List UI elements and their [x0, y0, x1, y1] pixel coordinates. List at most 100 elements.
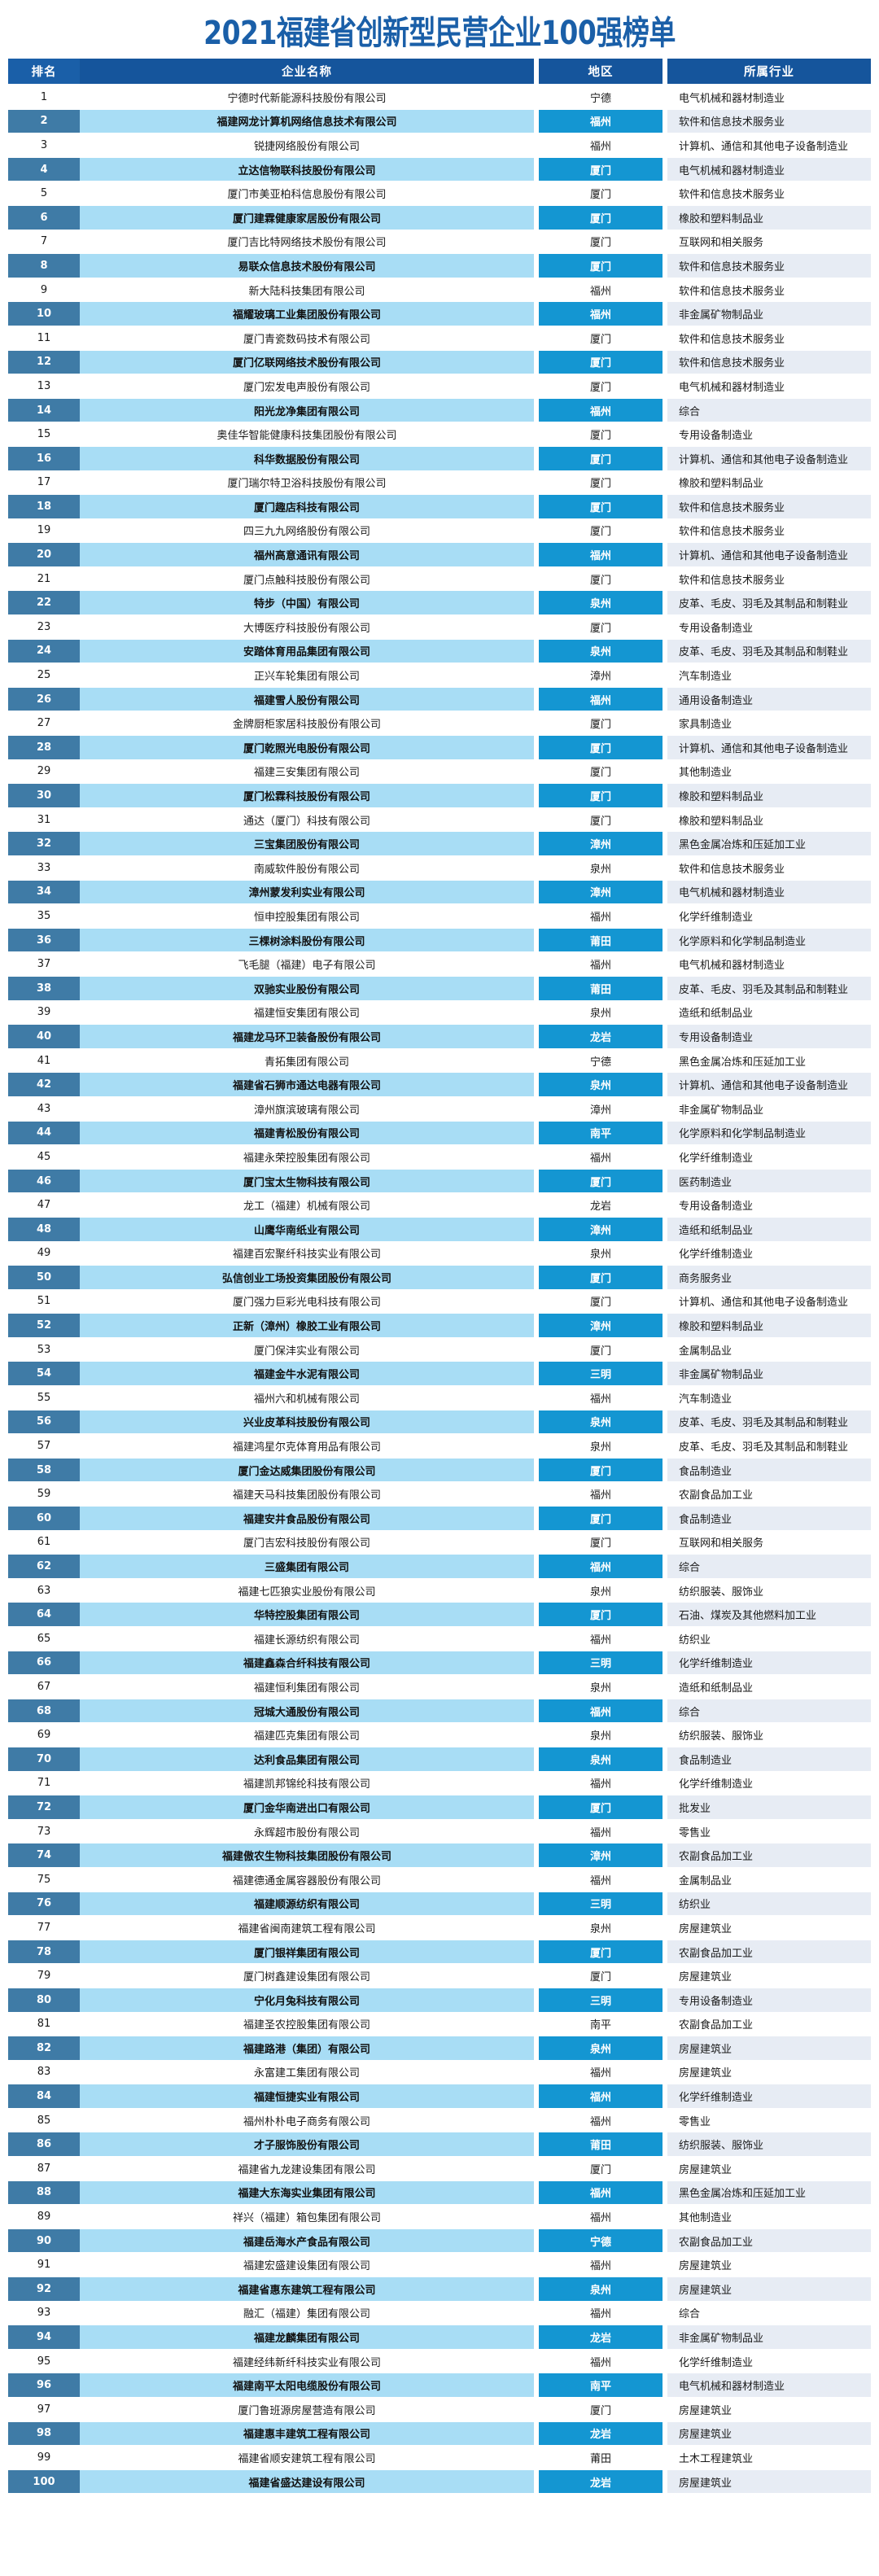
- cell-company-name: 福建大东海实业集团有限公司: [80, 2180, 534, 2205]
- cell-rank: 15: [8, 422, 80, 446]
- cell-industry: 汽车制造业: [667, 1386, 871, 1410]
- cell-rank: 73: [8, 1819, 80, 1843]
- cell-company-name: 福建网龙计算机网络信息技术有限公司: [80, 109, 534, 133]
- cell-industry: 专用设备制造业: [667, 1193, 871, 1217]
- cell-company-name: 厦门宝太生物科技有限公司: [80, 1169, 534, 1193]
- cell-company-name: 福建南平太阳电缆股份有限公司: [80, 2373, 534, 2397]
- cell-company-name: 福州朴朴电子商务有限公司: [80, 2108, 534, 2132]
- cell-region: 漳州: [539, 1096, 663, 1121]
- cell-industry: 皮革、毛皮、羽毛及其制品和制鞋业: [667, 1410, 871, 1434]
- cell-rank: 38: [8, 976, 80, 1000]
- cell-industry: 造纸和纸制品业: [667, 1000, 871, 1025]
- table-row: 55 福州六和机械有限公司 福州 汽车制造业: [8, 1386, 871, 1410]
- cell-industry: 家具制造业: [667, 711, 871, 736]
- cell-industry: 化学原料和化学制品制造业: [667, 1121, 871, 1145]
- cell-company-name: 厦门乾照光电股份有限公司: [80, 736, 534, 759]
- cell-industry: 皮革、毛皮、羽毛及其制品和制鞋业: [667, 639, 871, 663]
- cell-region: 泉州: [539, 639, 663, 663]
- cell-rank: 59: [8, 1482, 80, 1507]
- cell-region: 厦门: [539, 374, 663, 398]
- cell-industry: 电气机械和器材制造业: [667, 952, 871, 976]
- cell-rank: 99: [8, 2446, 80, 2469]
- cell-region: 泉州: [539, 1675, 663, 1699]
- cell-region: 龙岩: [539, 2325, 663, 2349]
- cell-region: 厦门: [539, 566, 663, 591]
- cell-company-name: 福建金牛水泥有限公司: [80, 1362, 534, 1386]
- cell-region: 厦门: [539, 1795, 663, 1819]
- cell-rank: 79: [8, 1964, 80, 1988]
- cell-rank: 34: [8, 880, 80, 904]
- cell-industry: 房屋建筑业: [667, 2277, 871, 2301]
- cell-rank: 72: [8, 1795, 80, 1819]
- cell-region: 龙岩: [539, 2469, 663, 2494]
- cell-region: 厦门: [539, 759, 663, 784]
- cell-industry: 计算机、通信和其他电子设备制造业: [667, 446, 871, 470]
- table-row: 32 三宝集团股份有限公司 漳州 黑色金属冶炼和压延加工业: [8, 832, 871, 855]
- cell-company-name: 漳州蒙发利实业有限公司: [80, 880, 534, 904]
- cell-rank: 75: [8, 1867, 80, 1892]
- table-row: 91 福建宏盛建设集团有限公司 福州 房屋建筑业: [8, 2253, 871, 2277]
- cell-company-name: 厦门市美亚柏科信息股份有限公司: [80, 182, 534, 205]
- cell-region: 福州: [539, 109, 663, 133]
- table-row: 11 厦门青瓷数码技术有限公司 厦门 软件和信息技术服务业: [8, 326, 871, 350]
- cell-company-name: 正新（漳州）橡胶工业有限公司: [80, 1314, 534, 1337]
- cell-industry: 橡胶和塑料制品业: [667, 807, 871, 832]
- table-row: 94 福建龙麟集团有限公司 龙岩 非金属矿物制品业: [8, 2325, 871, 2349]
- cell-company-name: 福建省盛达建设有限公司: [80, 2469, 534, 2494]
- cell-company-name: 厦门亿联网络技术股份有限公司: [80, 350, 534, 374]
- cell-industry: 电气机械和器材制造业: [667, 880, 871, 904]
- cell-rank: 30: [8, 784, 80, 807]
- cell-industry: 非金属矿物制品业: [667, 302, 871, 326]
- table-row: 60 福建安井食品股份有限公司 厦门 食品制造业: [8, 1507, 871, 1530]
- cell-region: 福州: [539, 398, 663, 422]
- table-row: 81 福建圣农控股集团有限公司 南平 农副食品加工业: [8, 2012, 871, 2036]
- table-row: 75 福建德通金属容器股份有限公司 福州 金属制品业: [8, 1867, 871, 1892]
- table-header-row: 排名 企业名称 地区 所属行业: [8, 59, 871, 84]
- table-row: 62 三盛集团有限公司 福州 综合: [8, 1555, 871, 1578]
- cell-company-name: 厦门松霖科技股份有限公司: [80, 784, 534, 807]
- cell-rank: 50: [8, 1266, 80, 1289]
- cell-rank: 21: [8, 566, 80, 591]
- cell-company-name: 龙工（福建）机械有限公司: [80, 1193, 534, 1217]
- cell-region: 宁德: [539, 2228, 663, 2253]
- cell-company-name: 厦门宏发电声股份有限公司: [80, 374, 534, 398]
- table-row: 77 福建省闽南建筑工程有限公司 泉州 房屋建筑业: [8, 1916, 871, 1940]
- cell-region: 漳州: [539, 1843, 663, 1867]
- cell-rank: 33: [8, 856, 80, 880]
- cell-region: 福州: [539, 2060, 663, 2084]
- cell-industry: 皮革、毛皮、羽毛及其制品和制鞋业: [667, 591, 871, 615]
- table-row: 56 兴业皮革科技股份有限公司 泉州 皮革、毛皮、羽毛及其制品和制鞋业: [8, 1410, 871, 1434]
- cell-industry: 综合: [667, 398, 871, 422]
- cell-company-name: 福建顺源纺织有限公司: [80, 1892, 534, 1916]
- cell-rank: 51: [8, 1289, 80, 1314]
- cell-industry: 综合: [667, 1699, 871, 1723]
- cell-company-name: 福建七匹狼实业股份有限公司: [80, 1578, 534, 1603]
- cell-rank: 97: [8, 2398, 80, 2421]
- cell-rank: 83: [8, 2060, 80, 2084]
- table-body: 1 宁德时代新能源科技股份有限公司 宁德 电气机械和器材制造业 2 福建网龙计算机网络信息…: [8, 85, 871, 2494]
- cell-region: 厦门: [539, 2398, 663, 2421]
- cell-company-name: 厦门吉比特网络技术股份有限公司: [80, 230, 534, 254]
- cell-company-name: 厦门强力巨彩光电科技有限公司: [80, 1289, 534, 1314]
- cell-industry: 房屋建筑业: [667, 1916, 871, 1940]
- table-row: 68 冠城大通股份有限公司 福州 综合: [8, 1699, 871, 1723]
- cell-rank: 41: [8, 1048, 80, 1073]
- cell-region: 莆田: [539, 2446, 663, 2469]
- cell-industry: 食品制造业: [667, 1747, 871, 1771]
- cell-region: 厦门: [539, 470, 663, 495]
- cell-company-name: 永辉超市股份有限公司: [80, 1819, 534, 1843]
- cell-company-name: 特步（中国）有限公司: [80, 591, 534, 615]
- cell-region: 厦门: [539, 1530, 663, 1555]
- cell-company-name: 厦门金达威集团股份有限公司: [80, 1458, 534, 1482]
- cell-industry: 房屋建筑业: [667, 2157, 871, 2180]
- cell-company-name: 福建恒安集团有限公司: [80, 1000, 534, 1025]
- table-row: 19 四三九九网络股份有限公司 厦门 软件和信息技术服务业: [8, 518, 871, 543]
- cell-industry: 石油、煤炭及其他燃料加工业: [667, 1603, 871, 1626]
- cell-region: 福州: [539, 2084, 663, 2108]
- cell-rank: 43: [8, 1096, 80, 1121]
- table-row: 52 正新（漳州）橡胶工业有限公司 漳州 橡胶和塑料制品业: [8, 1314, 871, 1337]
- table-row: 90 福建岳海水产食品有限公司 宁德 农副食品加工业: [8, 2228, 871, 2253]
- cell-rank: 26: [8, 687, 80, 711]
- cell-region: 厦门: [539, 807, 663, 832]
- table-row: 54 福建金牛水泥有限公司 三明 非金属矿物制品业: [8, 1362, 871, 1386]
